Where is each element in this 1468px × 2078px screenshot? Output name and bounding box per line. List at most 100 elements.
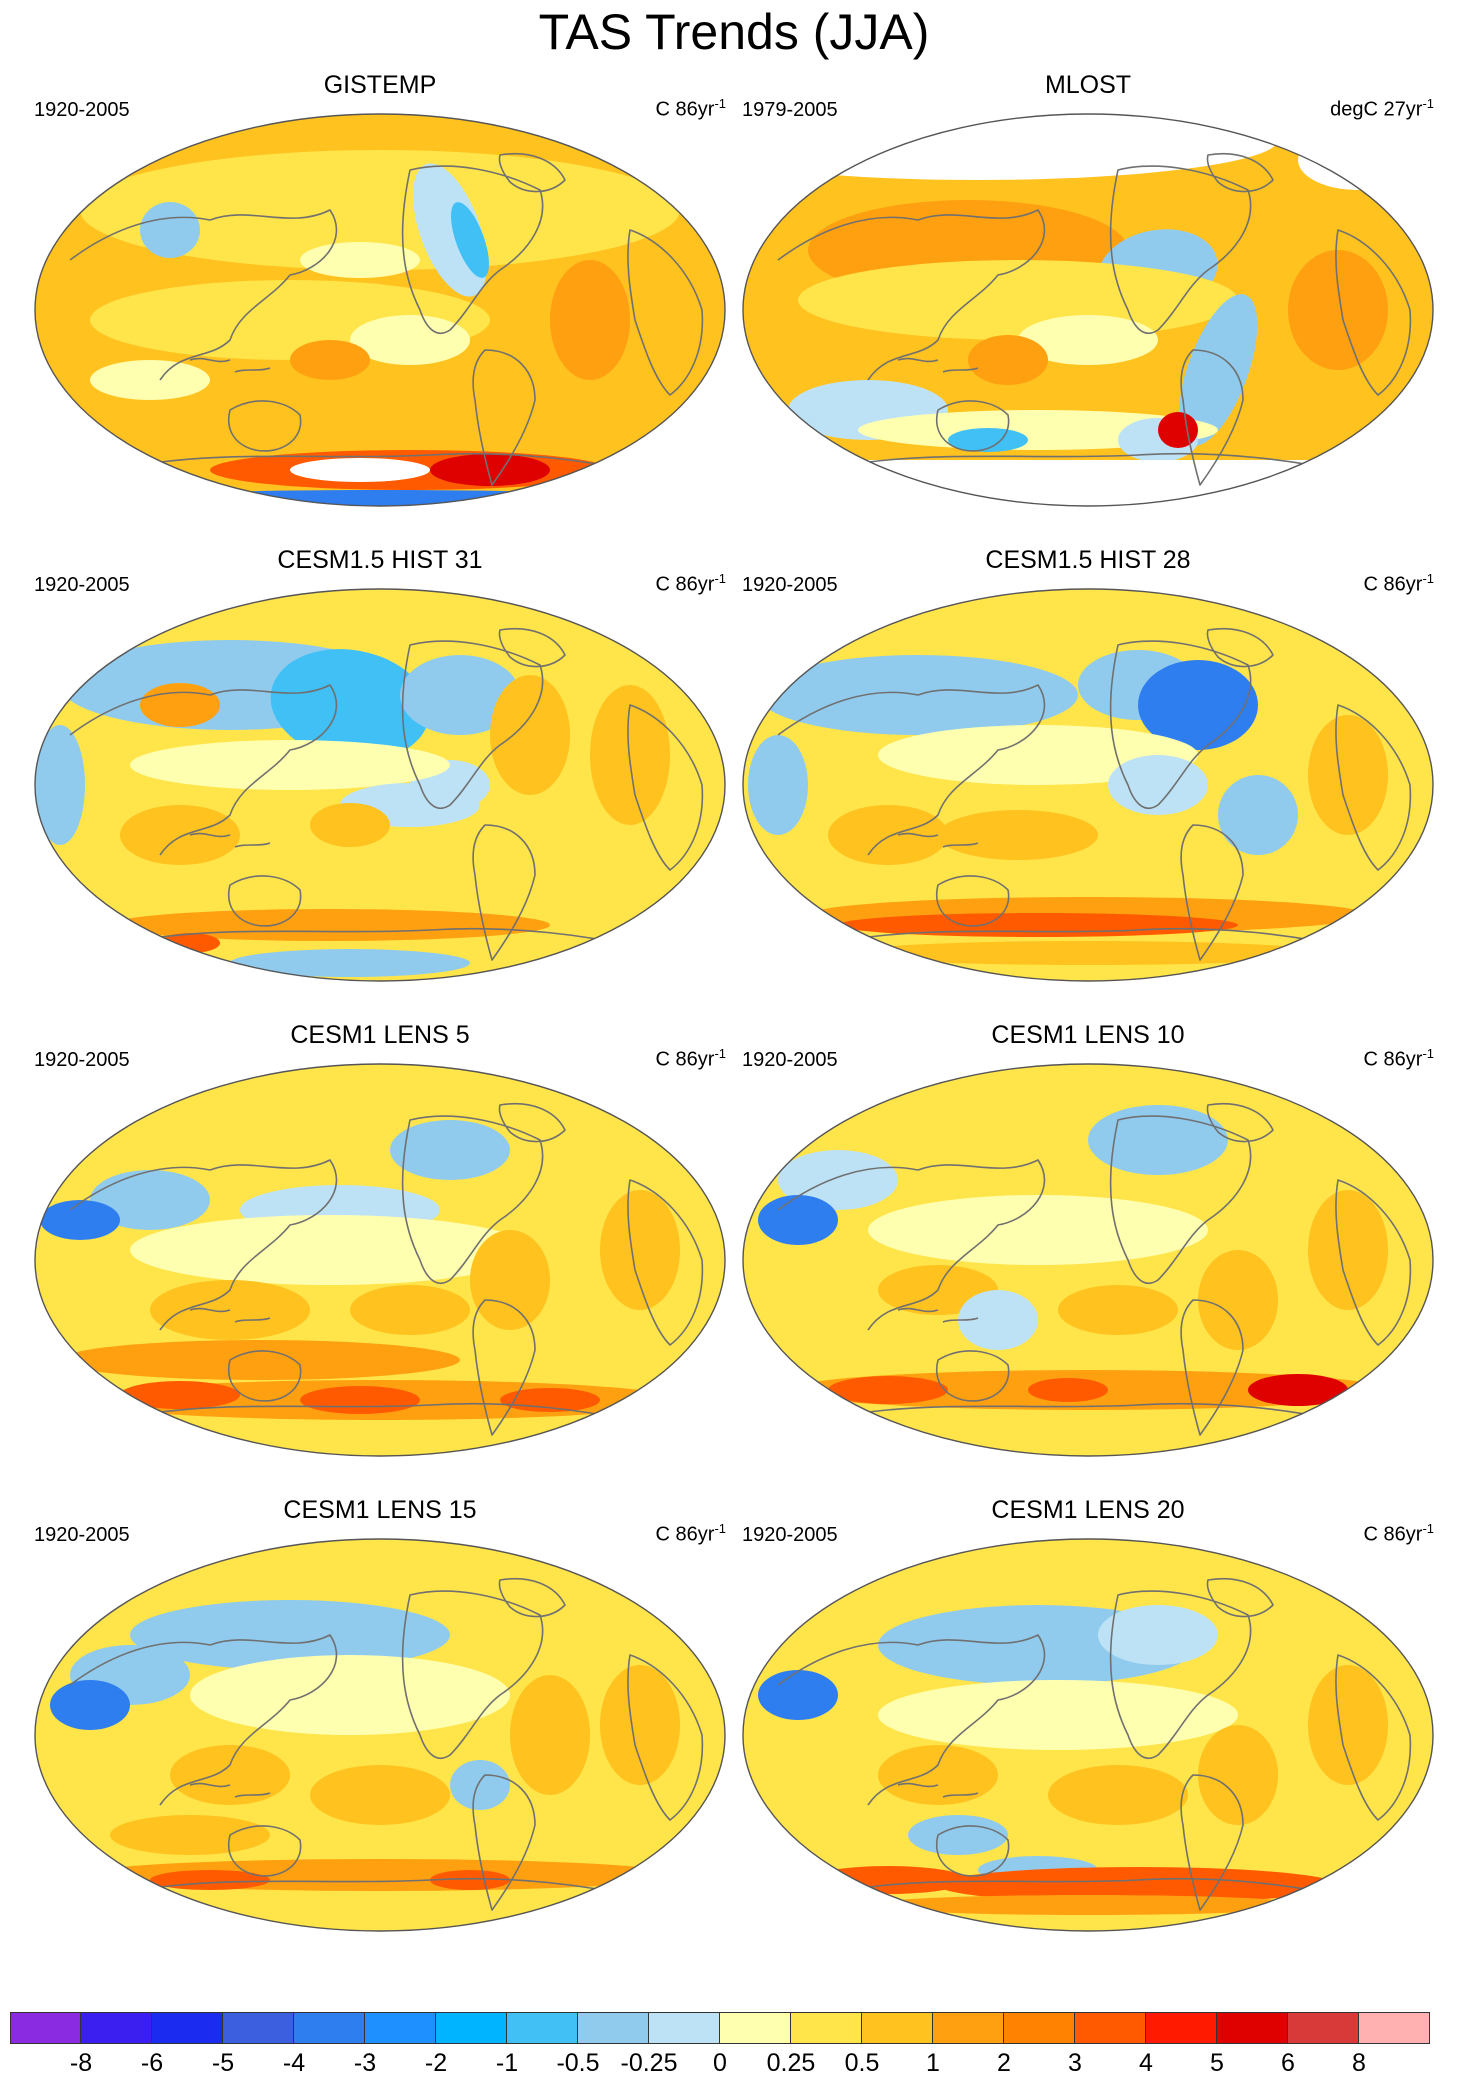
colorbar-box — [1146, 2012, 1217, 2044]
colorbar-tick-label: 0 — [713, 2049, 727, 2077]
trend-region — [110, 1815, 270, 1855]
robinson-map — [742, 1063, 1434, 1457]
trend-region — [1048, 1765, 1188, 1825]
robinson-map — [34, 113, 726, 507]
map-outline — [34, 588, 726, 982]
colorbar-box — [1075, 2012, 1146, 2044]
trend-region — [1218, 775, 1298, 855]
trend-region — [1138, 660, 1258, 750]
map-panel: CESM1 LENS 15 1920-2005 C 86yr-1 — [30, 1495, 730, 1935]
colorbar-box — [223, 2012, 294, 2044]
trend-region — [270, 649, 430, 761]
trend-region — [130, 1600, 450, 1670]
coastline — [1180, 1299, 1244, 1436]
trend-region — [1308, 1665, 1388, 1785]
trend-region — [1198, 1725, 1278, 1825]
trend-region — [50, 458, 130, 482]
map-panel: MLOST 1979-2005 degC 27yr-1 — [738, 70, 1438, 510]
coastline — [847, 927, 1359, 951]
colorbar-tick-label: -0.25 — [620, 2049, 678, 2077]
map-panel: CESM1.5 HIST 28 1920-2005 C 86yr-1 — [738, 545, 1438, 985]
colorbar-box — [436, 2012, 507, 2044]
trend-region — [798, 260, 1238, 340]
trend-region — [1028, 1378, 1108, 1402]
panel-units: C 86yr-1 — [655, 96, 726, 121]
coastline — [627, 229, 704, 396]
coastline — [777, 209, 1046, 381]
coastline — [1109, 1115, 1252, 1284]
coastline — [69, 1634, 338, 1806]
trend-region — [310, 1765, 450, 1825]
missing-data-region — [743, 460, 1433, 506]
panel-years: 1920-2005 — [742, 1049, 838, 1071]
trend-region — [90, 360, 210, 400]
trend-region — [758, 1670, 838, 1720]
trend-region — [40, 1200, 120, 1240]
coastline — [228, 400, 302, 452]
trend-region — [948, 428, 1028, 452]
coastline — [627, 1179, 704, 1346]
trend-region — [430, 454, 550, 486]
panel-units: degC 27yr-1 — [1330, 96, 1434, 121]
coastline — [69, 1159, 338, 1331]
trend-region — [140, 683, 220, 727]
coastline — [498, 628, 566, 668]
coastline — [897, 832, 979, 848]
trend-region — [1198, 1250, 1278, 1350]
coastline — [936, 1825, 1010, 1877]
coastline — [627, 704, 704, 871]
panel-units: C 86yr-1 — [655, 1521, 726, 1546]
colorbar-box — [1217, 2012, 1288, 2044]
robinson-map — [34, 1063, 726, 1457]
colorbar-tick-label: 5 — [1210, 2049, 1224, 2077]
coastline — [401, 1115, 544, 1284]
trend-region — [140, 202, 200, 258]
trend-region — [35, 725, 85, 845]
coastline — [401, 165, 544, 334]
coastline — [228, 1825, 302, 1877]
coastline — [498, 153, 566, 193]
colorbar-tick-label: -8 — [69, 2049, 93, 2077]
trend-region — [290, 340, 370, 380]
colorbar-box — [152, 2012, 223, 2044]
coastline — [1335, 1654, 1412, 1821]
coastline — [1335, 704, 1412, 871]
coastline — [1335, 229, 1412, 396]
colorbar-box — [791, 2012, 862, 2044]
trend-region — [190, 1655, 510, 1735]
coastline — [228, 875, 302, 927]
panel-years: 1920-2005 — [742, 1524, 838, 1546]
coastline — [777, 1159, 1046, 1331]
trend-region — [868, 1195, 1208, 1265]
coastline — [401, 640, 544, 809]
trend-region — [80, 490, 680, 506]
trend-region — [300, 1386, 420, 1414]
map-outline — [34, 1538, 726, 1932]
coastline — [139, 927, 651, 951]
coastline — [897, 1307, 979, 1323]
trend-region — [430, 1870, 510, 1890]
coastline — [69, 684, 338, 856]
coastline — [189, 1782, 271, 1798]
coastline — [1206, 153, 1274, 193]
trend-region — [120, 805, 240, 865]
trend-region — [600, 1665, 680, 1785]
trend-region — [1178, 294, 1258, 446]
colorbar-tick-label: 2 — [997, 2049, 1011, 2077]
trend-region — [60, 1340, 460, 1380]
trend-region — [150, 1870, 270, 1890]
trend-region — [300, 242, 420, 278]
coastline — [228, 1350, 302, 1402]
colorbar — [10, 2012, 1430, 2046]
map-panel: CESM1 LENS 5 1920-2005 C 86yr-1 — [30, 1020, 730, 1460]
trend-region — [290, 458, 430, 482]
trend-region — [400, 655, 520, 735]
colorbar-box — [649, 2012, 720, 2044]
coastline — [472, 1299, 536, 1436]
panel-years: 1920-2005 — [34, 574, 130, 596]
map-outline — [742, 1538, 1434, 1932]
trend-region — [120, 1381, 240, 1409]
colorbar-tick-label: 8 — [1352, 2049, 1366, 2077]
map-panel: CESM1.5 HIST 31 1920-2005 C 86yr-1 — [30, 545, 730, 985]
colorbar-box — [10, 2012, 81, 2044]
